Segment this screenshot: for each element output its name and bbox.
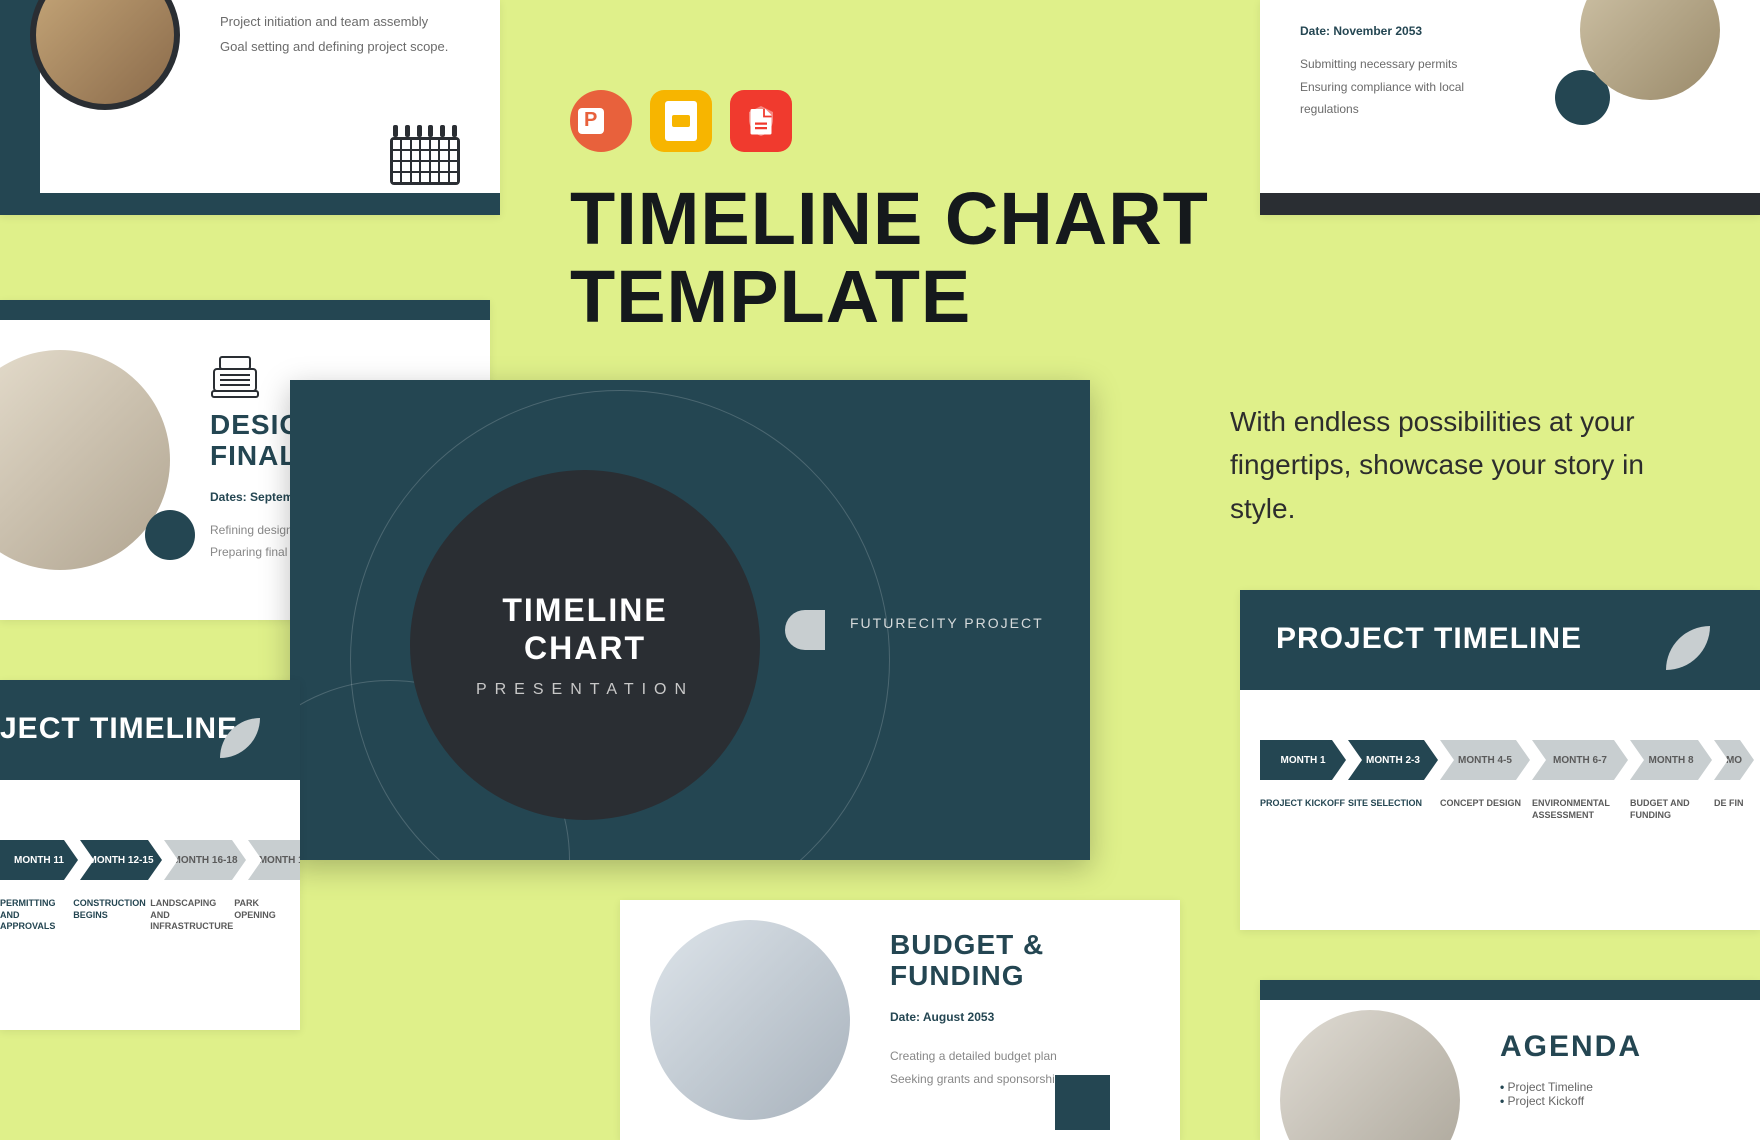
team-photo — [30, 0, 180, 110]
arrow-phase-label: DE FIN — [1714, 798, 1754, 821]
slide-project-initiation: Project initiation and team assembly Goa… — [0, 0, 500, 215]
date-label: Date: August 2053 — [890, 1010, 994, 1024]
arrow-phase-label: PERMITTING AND APPROVALS — [0, 898, 71, 933]
arrow-month-label: MONTH 11 — [0, 840, 78, 880]
hero-title: TIMELINE CHART — [502, 591, 667, 668]
arrow-month-label: MO — [1714, 740, 1754, 780]
accent-half-circle — [785, 610, 825, 650]
title-line: BUDGET & — [890, 930, 1044, 961]
arrow-month-label: MONTH 8 — [1630, 740, 1712, 780]
hero-slide: TIMELINE CHART PRESENTATION FUTURECITY P… — [290, 380, 1090, 860]
agenda-items: Project TimelineProject Kickoff — [1500, 1080, 1593, 1108]
date-label: Date: November 2053 — [1300, 20, 1464, 43]
arrow-month-label: MONTH 16-18 — [164, 840, 246, 880]
arrow-month-label: MONTH 18 — [248, 840, 300, 880]
slide-body-text: Date: November 2053 Submitting necessary… — [1300, 20, 1464, 121]
text-line: regulations — [1300, 98, 1464, 121]
timeline-arrow: MONTH 6-7 — [1532, 740, 1628, 780]
arrow-month-label: MONTH 2-3 — [1348, 740, 1438, 780]
accent-dot — [145, 510, 195, 560]
title-line: CHART — [502, 629, 667, 667]
timeline-arrow: MO — [1714, 740, 1754, 780]
slide-title: JECT TIMELINE — [0, 712, 238, 745]
powerpoint-icon — [570, 90, 632, 152]
slide-body-text: Project initiation and team assembly Goa… — [220, 10, 448, 59]
arrow-month-label: MONTH 12-15 — [80, 840, 162, 880]
title-disc: TIMELINE CHART PRESENTATION — [410, 470, 760, 820]
text-line: Goal setting and defining project scope. — [220, 35, 448, 60]
agenda-item: Project Timeline — [1500, 1080, 1593, 1094]
slide-title: BUDGET & FUNDING — [890, 930, 1044, 992]
text-line: Project initiation and team assembly — [220, 10, 448, 35]
timeline-arrow: MONTH 11 — [0, 840, 78, 880]
arrow-phase-label: SITE SELECTION — [1348, 798, 1438, 821]
slide-title: PROJECT TIMELINE — [1276, 622, 1582, 655]
project-label: FUTURECITY PROJECT — [850, 615, 1044, 631]
timeline-arrow: MONTH 4-5 — [1440, 740, 1530, 780]
arrow-phase-label: LANDSCAPING AND INFRASTRUCTURE — [150, 898, 232, 933]
slide-project-timeline-right: PROJECT TIMELINE MONTH 1MONTH 2-3MONTH 4… — [1240, 590, 1760, 930]
arrow-phase-label: PROJECT KICKOFF — [1260, 798, 1346, 821]
title-line: TIMELINE — [502, 591, 667, 629]
main-title: TIMELINE CHART TEMPLATE — [570, 180, 1209, 335]
google-slides-icon — [650, 90, 712, 152]
hero-subtitle: PRESENTATION — [476, 681, 694, 699]
pdf-icon — [730, 90, 792, 152]
footer-bar — [0, 193, 500, 215]
arrow-phase-label: ENVIRONMENTAL ASSESSMENT — [1532, 798, 1628, 821]
slide-agenda: AGENDA Project TimelineProject Kickoff — [1260, 980, 1760, 1140]
arrow-month-label: MONTH 4-5 — [1440, 740, 1530, 780]
tagline-text: With endless possibilities at your finge… — [1230, 400, 1710, 530]
timeline-arrow: MONTH 16-18 — [164, 840, 246, 880]
header-bar — [0, 300, 490, 320]
slide-project-timeline-left: JECT TIMELINE MONTH 11MONTH 12-15MONTH 1… — [0, 680, 300, 1030]
text-line: Ensuring compliance with local — [1300, 76, 1464, 99]
accent-square — [1055, 1075, 1110, 1130]
calendar-icon — [390, 125, 460, 185]
main-title-line2: TEMPLATE — [570, 258, 1209, 336]
desk-photo — [1280, 1010, 1460, 1140]
agenda-item: Project Kickoff — [1500, 1094, 1593, 1108]
text-line: Submitting necessary permits — [1300, 53, 1464, 76]
arrow-phase-label: CONCEPT DESIGN — [1440, 798, 1530, 821]
typewriter-icon — [210, 355, 260, 395]
header-bar — [1260, 980, 1760, 1000]
format-icons-row — [570, 90, 792, 152]
arrow-month-label: MONTH 6-7 — [1532, 740, 1628, 780]
slide-title: AGENDA — [1500, 1030, 1642, 1064]
timeline-arrow: MONTH 12-15 — [80, 840, 162, 880]
timeline-arrow: MONTH 8 — [1630, 740, 1712, 780]
timeline-arrows: MONTH 11MONTH 12-15MONTH 16-18MONTH 18 PE… — [0, 840, 300, 933]
timeline-arrow: MONTH 1 — [1260, 740, 1346, 780]
main-title-line1: TIMELINE CHART — [570, 180, 1209, 258]
slide-body-text: Creating a detailed budget plan Seeking … — [890, 1045, 1067, 1091]
text-line: Seeking grants and sponsorships — [890, 1068, 1067, 1091]
timeline-arrow: MONTH 2-3 — [1348, 740, 1438, 780]
timeline-arrow: MONTH 18 — [248, 840, 300, 880]
arrow-phase-label: BUDGET AND FUNDING — [1630, 798, 1712, 821]
arrow-phase-label: CONSTRUCTION BEGINS — [73, 898, 148, 933]
laptop-photo — [650, 920, 850, 1120]
footer-bar — [1260, 193, 1760, 215]
text-line: Creating a detailed budget plan — [890, 1045, 1067, 1068]
title-line: FUNDING — [890, 961, 1044, 992]
slide-budget-funding: BUDGET & FUNDING Date: August 2053 Creat… — [620, 900, 1180, 1140]
arrow-month-label: MONTH 1 — [1260, 740, 1346, 780]
timeline-arrows: MONTH 1MONTH 2-3MONTH 4-5MONTH 6-7MONTH … — [1260, 740, 1760, 821]
slide-permits: Date: November 2053 Submitting necessary… — [1260, 0, 1760, 215]
arrow-phase-label: PARK OPENING — [234, 898, 300, 933]
